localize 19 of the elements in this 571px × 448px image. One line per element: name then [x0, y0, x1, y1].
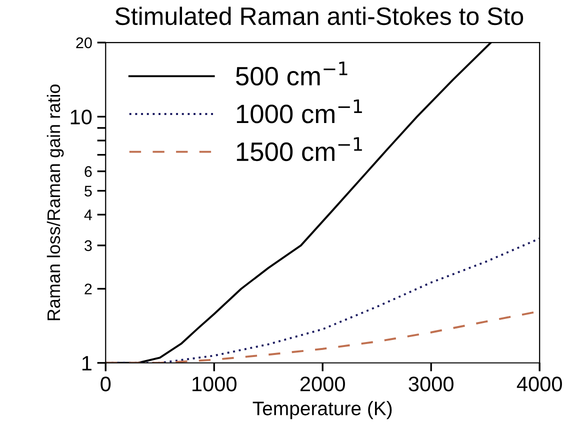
x-tick-label: 1000	[192, 376, 236, 392]
y-tick-label: 3	[84, 240, 92, 252]
y-tick-label: 10	[70, 110, 92, 124]
y-axis-title: Raman loss/Raman gain ratio	[46, 84, 64, 320]
x-tick-label: 4000	[516, 376, 562, 392]
y-tick-label: 5	[84, 186, 92, 196]
y-tick-label: 6	[84, 166, 92, 177]
legend-label: 1000 cm$^{−1}$	[236, 99, 362, 124]
legend-label: 1500 cm$^{−1}$	[236, 137, 362, 162]
y-tick-label: 4	[84, 210, 92, 220]
chart-title: Stimulated Raman anti-Stokes to Sto	[115, 6, 524, 26]
y-tick-label: 2	[84, 284, 92, 294]
x-tick-label: 0	[100, 376, 111, 392]
legend-label: 500 cm$^{−1}$	[236, 62, 348, 86]
y-tick-label: 20	[76, 37, 92, 48]
x-axis-title: Temperature (K)	[252, 401, 392, 420]
y-tick-label: 1	[82, 356, 92, 370]
x-tick-label: 2000	[300, 376, 345, 392]
x-tick-label: 3000	[408, 376, 454, 392]
